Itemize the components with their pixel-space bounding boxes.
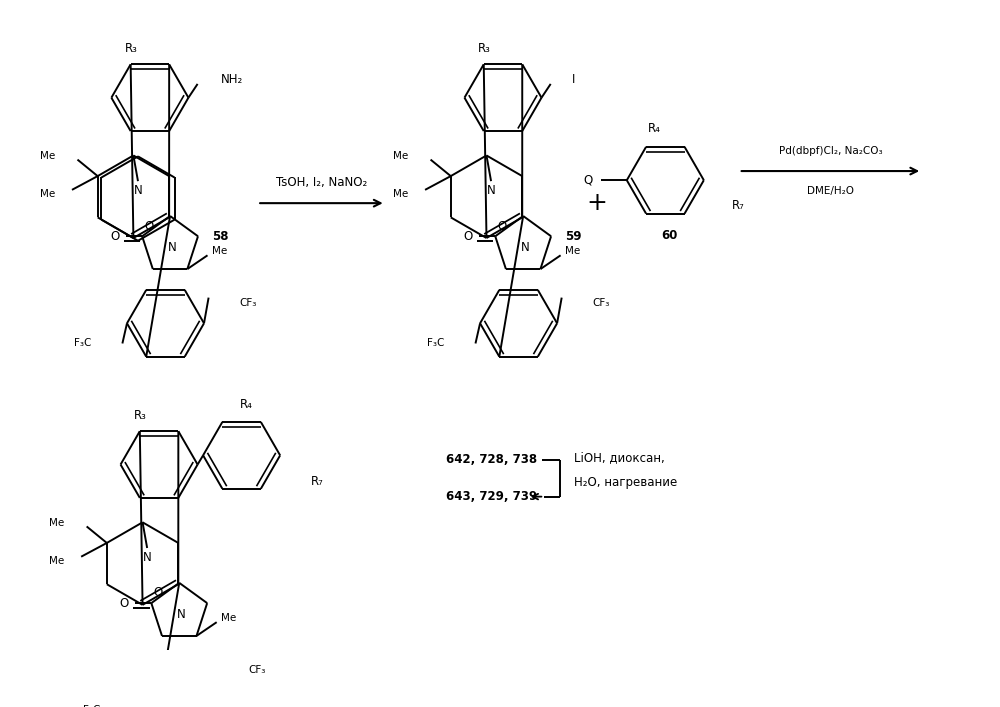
Text: N: N — [177, 607, 185, 621]
Text: Me: Me — [49, 556, 64, 566]
Text: DME/H₂O: DME/H₂O — [807, 186, 854, 197]
Text: Me: Me — [393, 151, 408, 161]
Text: Pd(dbpf)Cl₂, Na₂CO₃: Pd(dbpf)Cl₂, Na₂CO₃ — [779, 146, 882, 156]
Text: R₄: R₄ — [240, 397, 253, 411]
Text: R₃: R₃ — [125, 42, 138, 54]
Text: LiOH, диоксан,: LiOH, диоксан, — [574, 450, 664, 464]
Text: N: N — [134, 184, 142, 197]
Text: N: N — [168, 240, 176, 254]
Text: R₃: R₃ — [134, 409, 147, 421]
Text: CF₃: CF₃ — [249, 665, 266, 675]
Text: O: O — [463, 230, 472, 243]
Text: O: O — [110, 230, 119, 243]
Text: O: O — [144, 220, 153, 233]
Text: 643, 729, 739: 643, 729, 739 — [446, 490, 537, 503]
Text: 60: 60 — [662, 229, 678, 242]
Text: 58: 58 — [212, 230, 229, 243]
Text: O: O — [497, 220, 507, 233]
Text: I: I — [572, 73, 575, 86]
Text: R₄: R₄ — [648, 122, 661, 135]
Text: CF₃: CF₃ — [592, 298, 610, 308]
Text: Me: Me — [49, 518, 64, 527]
Text: F₃C: F₃C — [427, 339, 445, 349]
Text: +: + — [586, 191, 607, 215]
Text: Me: Me — [40, 189, 55, 199]
Text: O: O — [153, 587, 163, 600]
Text: NH₂: NH₂ — [221, 73, 243, 86]
Text: Me: Me — [393, 189, 408, 199]
Text: TsOH, I₂, NaNO₂: TsOH, I₂, NaNO₂ — [276, 177, 367, 189]
Text: 59: 59 — [565, 230, 582, 243]
Text: Me: Me — [565, 246, 580, 256]
Text: R₇: R₇ — [310, 474, 323, 488]
Text: R₃: R₃ — [478, 42, 491, 54]
Text: Me: Me — [221, 612, 236, 623]
Text: H₂O, нагревание: H₂O, нагревание — [574, 477, 677, 489]
Text: Q: Q — [584, 174, 593, 187]
Text: N: N — [521, 240, 529, 254]
Text: F₃C: F₃C — [83, 706, 101, 707]
Text: Me: Me — [212, 246, 227, 256]
Text: N: N — [143, 551, 152, 563]
Text: F₃C: F₃C — [74, 339, 92, 349]
Text: O: O — [119, 597, 128, 609]
Text: R₇: R₇ — [732, 199, 745, 212]
Text: N: N — [487, 184, 495, 197]
Text: 642, 728, 738: 642, 728, 738 — [446, 453, 537, 467]
Text: CF₃: CF₃ — [239, 298, 257, 308]
Text: Me: Me — [40, 151, 55, 161]
